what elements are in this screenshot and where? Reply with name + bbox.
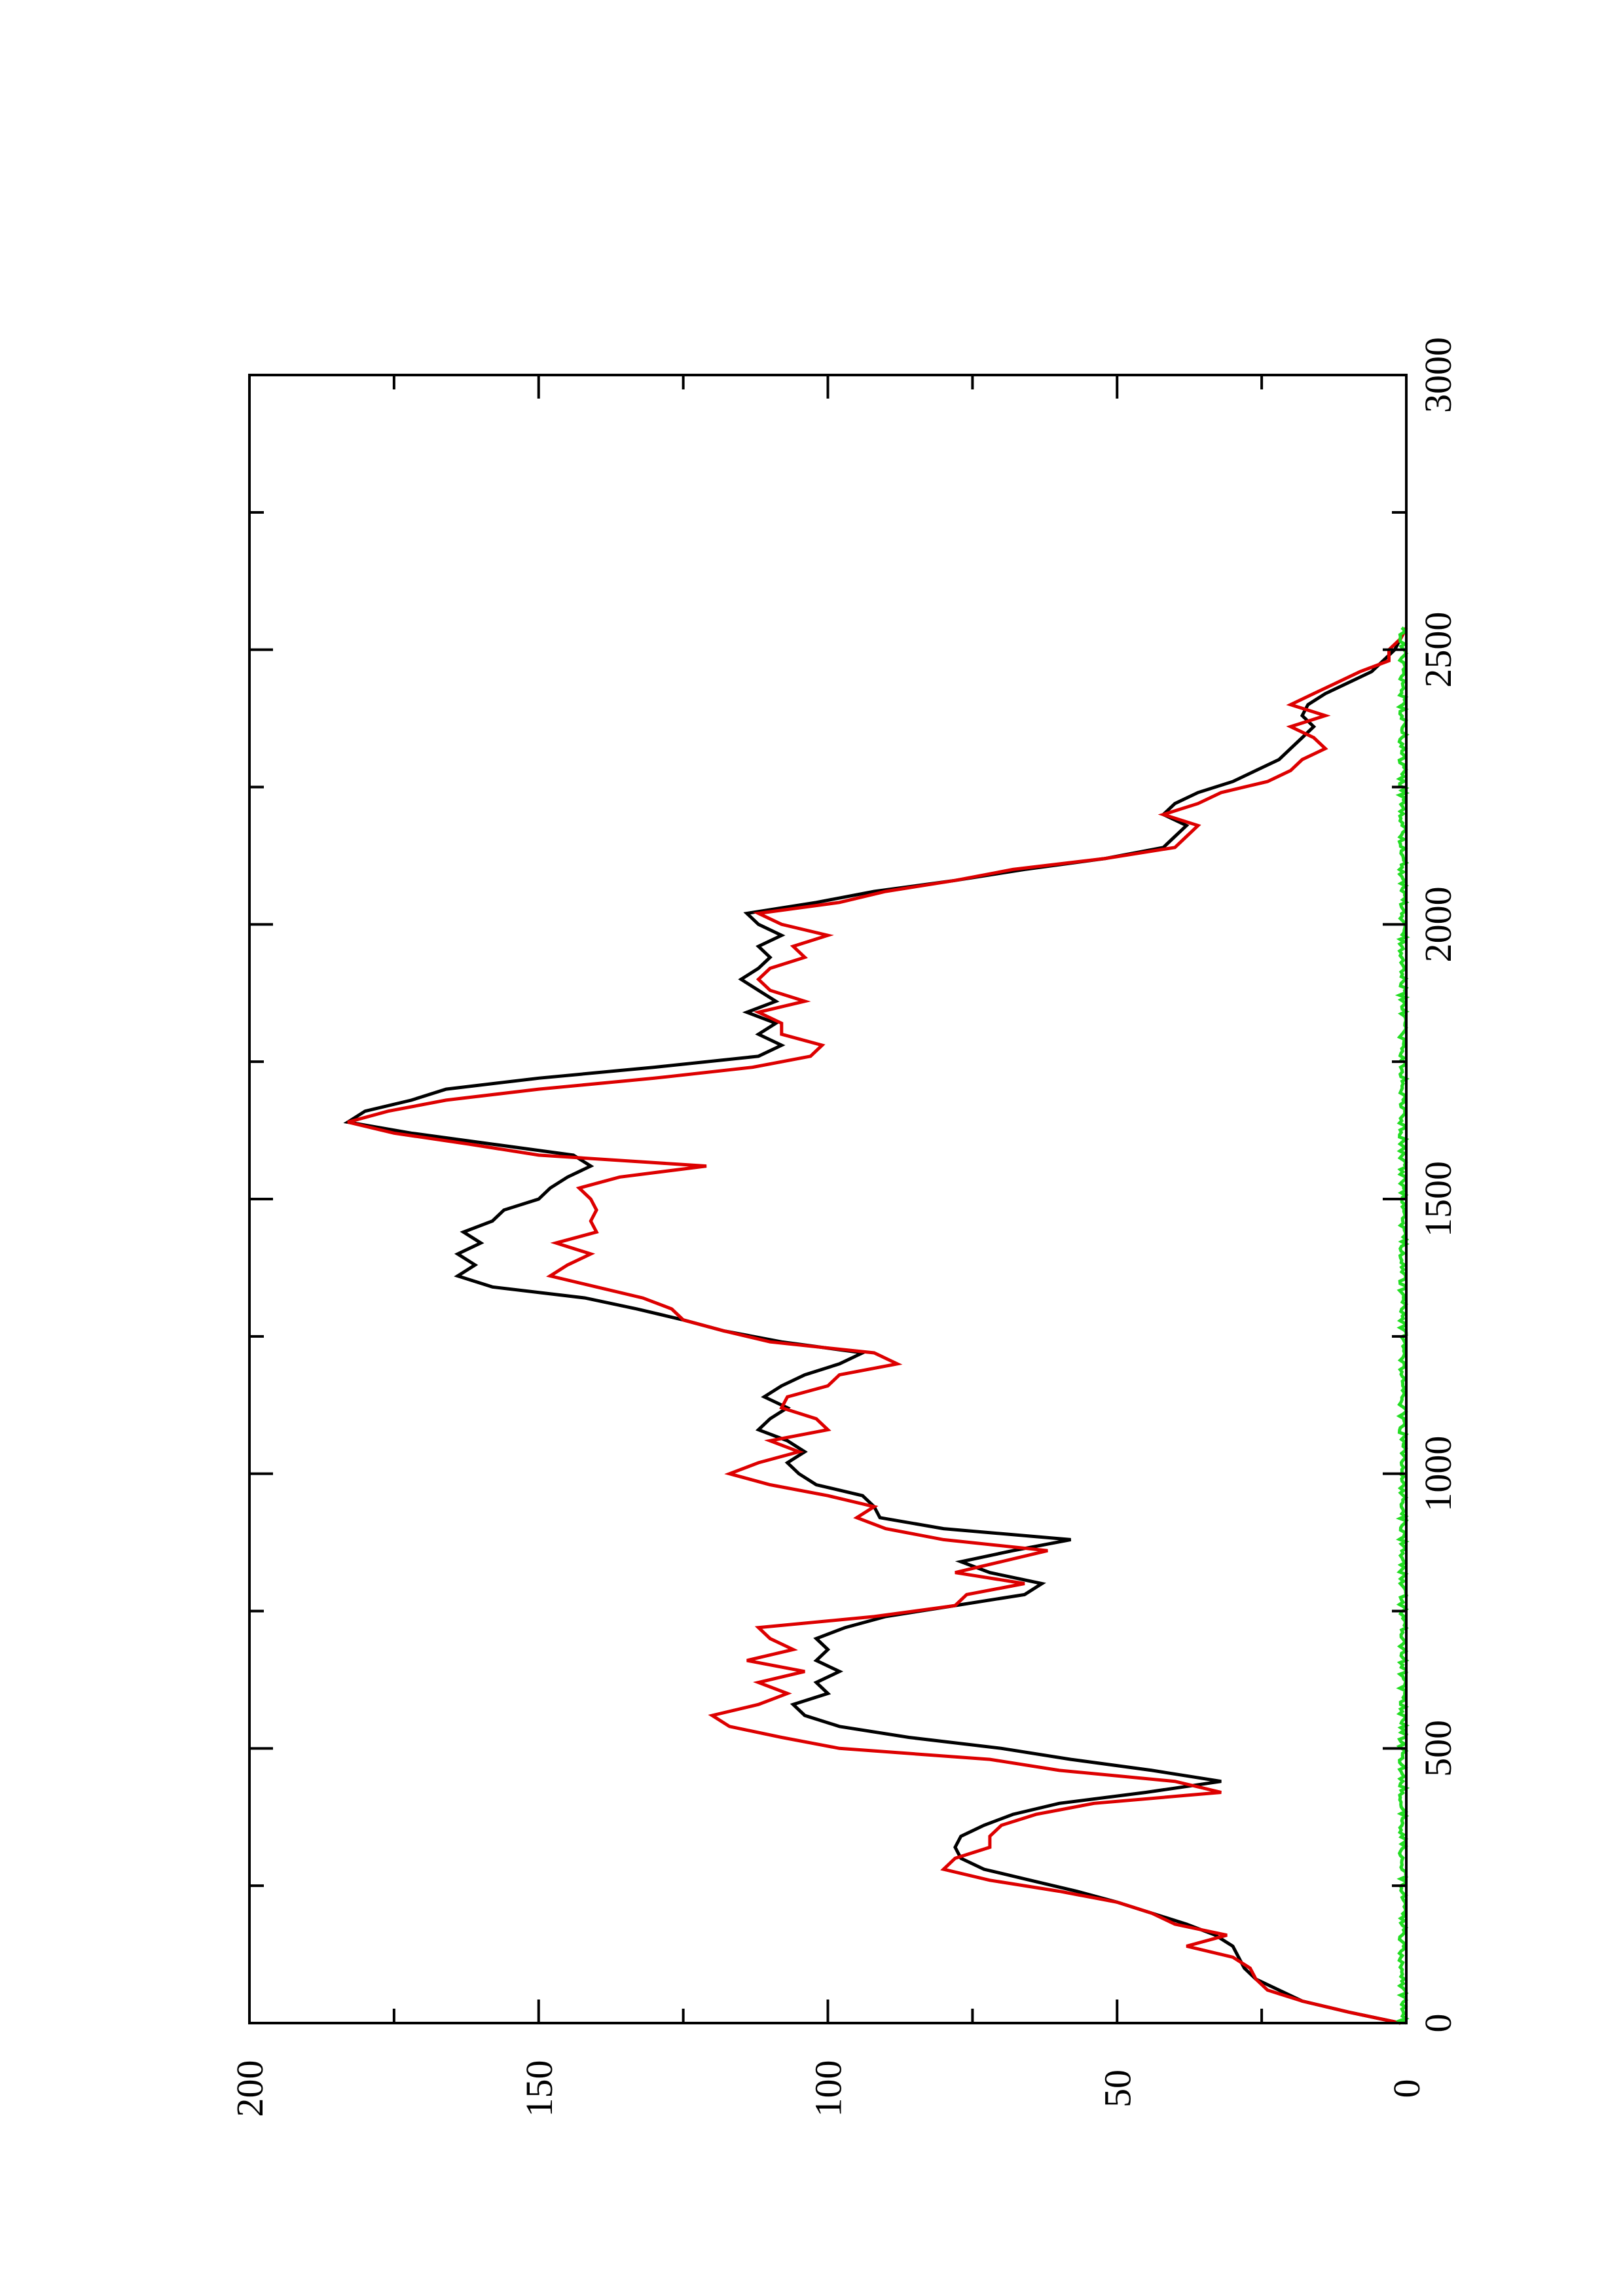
x-tick-label: 2000 [1417, 886, 1459, 962]
series-line-2 [347, 626, 1408, 2025]
axes: 0 500 1000 1500 2000 2500 3000 0 50 100 150 200 [228, 337, 1459, 2117]
x-tick-label: 2500 [1417, 612, 1459, 688]
plot-frame [248, 374, 1408, 2024]
y-tick-label: 100 [807, 2060, 850, 2117]
y-tick-label: 50 [1096, 2070, 1139, 2108]
series-group [343, 626, 1410, 2025]
x-tick-label: 1000 [1417, 1436, 1459, 1512]
x-tick-label: 3000 [1417, 337, 1459, 413]
series-line-1 [343, 626, 1408, 2025]
x-tick-label: 0 [1417, 2014, 1459, 2033]
x-tick-label: 1500 [1417, 1161, 1459, 1237]
y-tick-label: 0 [1385, 2079, 1428, 2098]
y-tick-label: 200 [228, 2060, 271, 2117]
x-tick-label: 500 [1417, 1720, 1459, 1777]
y-tick-label: 150 [518, 2060, 560, 2117]
